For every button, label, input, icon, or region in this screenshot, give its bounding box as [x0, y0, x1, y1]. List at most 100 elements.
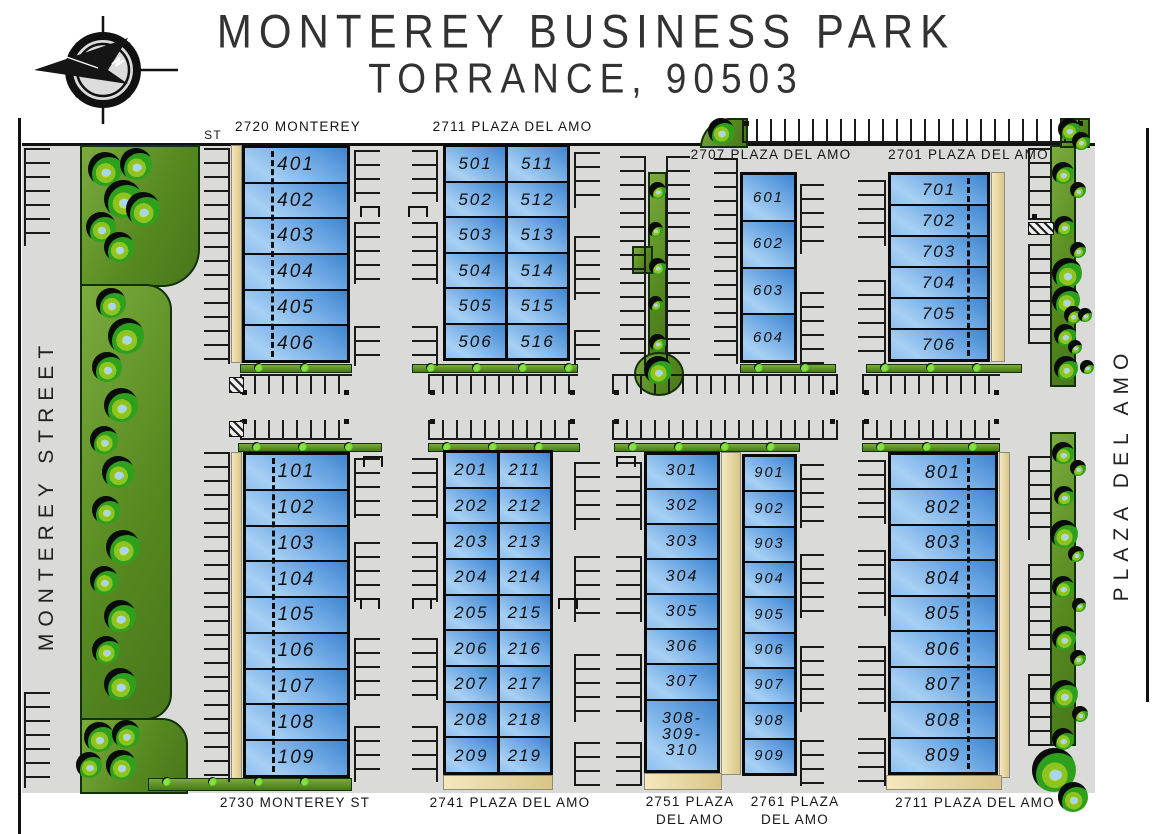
bush-icon [534, 442, 543, 451]
door-symbol [360, 206, 380, 217]
tree-icon [90, 426, 118, 454]
tree-icon [108, 318, 144, 354]
unit-104: 104 [246, 560, 347, 597]
unit-403: 403 [245, 217, 347, 254]
parking-stalls [666, 156, 690, 366]
address-label: 2711 PLAZA DEL AMO [895, 795, 1055, 810]
light-post [430, 419, 435, 424]
bush-icon [968, 442, 977, 451]
parking-stalls [858, 646, 886, 712]
unit-305: 305 [647, 593, 717, 629]
parking-stalls [574, 556, 600, 622]
bush-icon [208, 777, 217, 786]
unit-402: 402 [245, 181, 347, 218]
unit-907: 907 [745, 666, 794, 703]
unit-401: 401 [245, 148, 347, 182]
light-post [614, 390, 619, 395]
parking-stalls [800, 184, 824, 254]
street-label-monterey: MONTEREY STREET [35, 338, 58, 652]
unit-216: 216 [499, 629, 550, 666]
tree-icon [1068, 340, 1082, 354]
unit-102: 102 [246, 488, 347, 525]
building-2707-plaza-del-amo: 601 602 603 604 [740, 172, 797, 363]
unit-406: 406 [245, 324, 347, 361]
tree-icon [1050, 680, 1078, 708]
tree-icon [1078, 308, 1092, 322]
tree-icon [1072, 132, 1090, 150]
door-symbol [616, 456, 636, 467]
unit-506: 506 [446, 322, 505, 358]
hedge-strip [238, 443, 382, 452]
parking-stalls [800, 464, 824, 528]
unit-503: 503 [446, 216, 505, 252]
unit-211: 211 [499, 453, 550, 487]
address-label: 2720 MONTEREY [235, 119, 361, 134]
unit-302: 302 [647, 488, 717, 524]
unit-103: 103 [246, 524, 347, 561]
unit-219: 219 [499, 736, 550, 773]
bush-icon [876, 442, 885, 451]
tree-icon [104, 388, 138, 422]
parking-stalls [412, 222, 438, 284]
parking-stalls [412, 726, 438, 782]
parking-stalls [858, 460, 886, 524]
unit-809: 809 [891, 736, 995, 772]
unit-205: 205 [446, 593, 497, 630]
parking-stalls [1028, 674, 1052, 746]
light-post [570, 390, 575, 395]
address-label: 2751 PLAZA DEL AMO [645, 794, 735, 827]
bush-icon [926, 363, 935, 372]
light-post [614, 419, 619, 424]
hedge-strip [740, 364, 836, 373]
walkway [991, 172, 1005, 362]
light-post [242, 419, 247, 424]
tree-icon [126, 192, 160, 226]
building-2761-plaza-del-amo: 901 902 903 904 905 906 907 908 909 [742, 454, 797, 776]
hedge-strip [614, 443, 800, 452]
unit-214: 214 [499, 558, 550, 594]
parking-stalls [862, 420, 1000, 440]
bush-icon [488, 442, 497, 451]
unit-208: 208 [446, 700, 497, 737]
hatch-marker [1028, 222, 1054, 235]
parking-stalls [616, 556, 642, 622]
parking-stalls [800, 646, 824, 712]
parking-stalls [428, 420, 578, 440]
unit-908: 908 [745, 702, 794, 738]
tree-icon [1064, 306, 1082, 324]
unit-307: 307 [647, 663, 717, 699]
parking-stalls [800, 554, 824, 618]
unit-209: 209 [446, 736, 497, 773]
light-post [864, 390, 869, 395]
unit-803: 803 [891, 523, 995, 560]
unit-206: 206 [446, 629, 497, 666]
property-dash-line [272, 458, 275, 772]
tree-icon [104, 232, 134, 262]
door-symbol [412, 598, 432, 609]
tree-icon [84, 722, 114, 752]
unit-804: 804 [891, 559, 995, 595]
unit-217: 217 [499, 665, 550, 701]
parking-stalls [240, 374, 352, 394]
tree-icon [92, 352, 122, 382]
light-post [994, 419, 999, 424]
unit-905: 905 [745, 596, 794, 632]
bush-icon [300, 777, 309, 786]
address-label: 2707 PLAZA DEL AMO [690, 147, 852, 162]
parking-stalls [204, 148, 230, 364]
unit-215: 215 [499, 593, 550, 630]
tree-icon [1072, 598, 1086, 612]
unit-801: 801 [891, 455, 995, 489]
unit-902: 902 [745, 490, 794, 526]
bush-icon [674, 442, 683, 451]
unit-212: 212 [499, 486, 550, 523]
walkway [886, 775, 1002, 790]
light-post [430, 390, 435, 395]
property-dash-line [967, 178, 970, 356]
street-label-plaza-del-amo: PLAZA DEL AMO [1110, 346, 1133, 602]
tree-icon [76, 752, 102, 778]
unit-213: 213 [499, 522, 550, 559]
unit-603: 603 [743, 266, 794, 314]
tree-icon [90, 566, 118, 594]
unit-903: 903 [745, 525, 794, 561]
